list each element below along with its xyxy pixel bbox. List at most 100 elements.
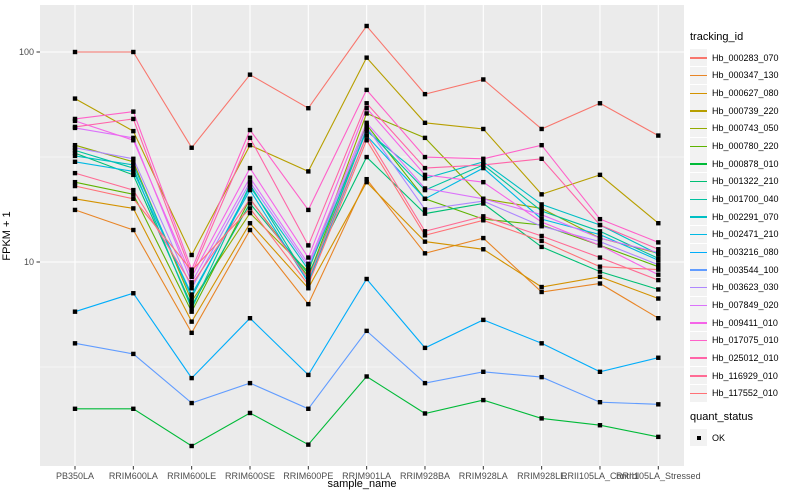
- y-axis-title: FPKM + 1: [1, 211, 13, 261]
- data-point-marker: [247, 221, 253, 226]
- data-point-marker: [72, 148, 78, 153]
- data-point-marker: [481, 77, 486, 82]
- legend-line-swatch: [690, 180, 707, 183]
- legend-item-Hb_117552_010: Hb_117552_010: [690, 384, 800, 402]
- data-point-marker: [131, 192, 136, 197]
- x-tick-label: RRIM928LE: [517, 471, 567, 481]
- data-point-marker: [364, 276, 369, 282]
- data-point-marker: [247, 182, 253, 187]
- data-point-marker: [306, 372, 311, 378]
- data-point-marker: [539, 244, 544, 250]
- data-point-marker: [539, 238, 544, 244]
- data-point-marker: [189, 375, 194, 381]
- legend-item-label: Hb_003544_100: [712, 264, 779, 275]
- data-point-marker: [306, 406, 311, 411]
- y-tick-label: 100: [18, 47, 34, 57]
- data-point-marker: [189, 306, 194, 311]
- legend-key-box: [690, 190, 707, 208]
- data-point-marker: [597, 264, 603, 269]
- data-point-marker: [656, 247, 661, 252]
- data-point-marker: [656, 434, 661, 440]
- data-point-marker: [131, 109, 136, 114]
- data-point-marker: [597, 274, 603, 280]
- data-point-marker: [539, 416, 544, 421]
- data-point-marker: [539, 126, 544, 132]
- data-point-marker: [481, 159, 486, 165]
- data-point-marker: [189, 271, 194, 276]
- legend-line-swatch: [690, 145, 707, 148]
- legend-line-swatch: [690, 163, 707, 165]
- data-point-marker: [364, 374, 369, 379]
- legend-item-Hb_003544_100: Hb_003544_100: [690, 261, 800, 279]
- data-point-marker: [306, 276, 311, 282]
- data-point-marker: [481, 196, 486, 201]
- data-point-marker: [364, 128, 369, 134]
- data-point-marker: [364, 154, 369, 160]
- data-point-marker: [422, 135, 428, 141]
- legend-item-label: Hb_000743_050: [712, 123, 779, 134]
- data-point-marker: [597, 255, 603, 260]
- data-point-marker: [189, 330, 194, 336]
- data-point-marker: [481, 156, 486, 162]
- x-tick-label: RRIM901LA: [342, 471, 392, 481]
- data-point-marker: [247, 201, 253, 206]
- legend-key-box: [690, 155, 707, 173]
- data-point-marker: [422, 165, 428, 171]
- legend-key-box: [690, 296, 707, 314]
- legend-item-label: Hb_116929_010: [712, 370, 778, 381]
- legend-key-box: [690, 278, 707, 296]
- x-tick-label: RRIM600SE: [224, 471, 275, 481]
- data-point-marker: [247, 135, 253, 141]
- x-tick-label: RRIM600PE: [283, 471, 334, 481]
- data-point-marker: [72, 196, 78, 201]
- legend-item-Hb_003216_080: Hb_003216_080: [690, 243, 800, 261]
- data-point-marker: [131, 406, 136, 411]
- legend-line-swatch: [690, 304, 707, 307]
- data-point-marker: [481, 126, 486, 132]
- data-point-marker: [72, 183, 78, 189]
- data-point-marker: [247, 127, 253, 133]
- data-point-marker: [131, 351, 136, 357]
- data-point-marker: [481, 218, 486, 223]
- data-point-marker: [597, 269, 603, 274]
- legend-item-label: OK: [712, 432, 726, 443]
- data-point-marker: [422, 345, 428, 351]
- legend-item-Hb_000347_130: Hb_000347_130: [690, 66, 800, 85]
- data-point-marker: [189, 443, 194, 449]
- x-axis-title: sample_name: [327, 478, 397, 490]
- data-point-marker: [539, 374, 544, 380]
- data-point-marker: [422, 233, 428, 238]
- data-point-marker: [597, 243, 603, 248]
- data-point-marker: [656, 133, 661, 138]
- data-point-marker: [72, 142, 78, 148]
- data-point-marker: [364, 105, 369, 111]
- data-point-marker: [481, 162, 486, 168]
- x-tick-label: RRIM600LA: [108, 471, 158, 481]
- data-point-marker: [364, 133, 369, 138]
- data-point-marker: [189, 303, 194, 308]
- data-point-marker: [131, 116, 136, 122]
- data-point-marker: [306, 169, 311, 174]
- legend-item-Hb_003623_030: Hb_003623_030: [690, 278, 800, 297]
- legend-key-box: [690, 261, 707, 279]
- data-point-marker: [189, 400, 194, 406]
- legend-key-box: [690, 367, 707, 385]
- data-point-marker: [656, 262, 661, 267]
- data-point-marker: [72, 124, 78, 130]
- legend-line-swatch: [690, 92, 707, 95]
- legend-key-box: [690, 172, 707, 190]
- legend-item-label: Hb_001700_040: [712, 194, 779, 205]
- legend-line-swatch: [690, 375, 707, 377]
- data-point-marker: [481, 247, 486, 252]
- x-tick-label: RRIM928LA: [458, 471, 508, 481]
- data-point-marker: [306, 105, 311, 111]
- data-point-marker: [481, 165, 486, 171]
- legend-line-swatch: [690, 357, 707, 359]
- data-point-marker: [364, 179, 369, 185]
- legend-item-label: Hb_017075_010: [712, 335, 779, 346]
- data-point-marker: [131, 135, 136, 141]
- data-point-marker: [364, 111, 369, 116]
- data-point-marker: [306, 271, 311, 276]
